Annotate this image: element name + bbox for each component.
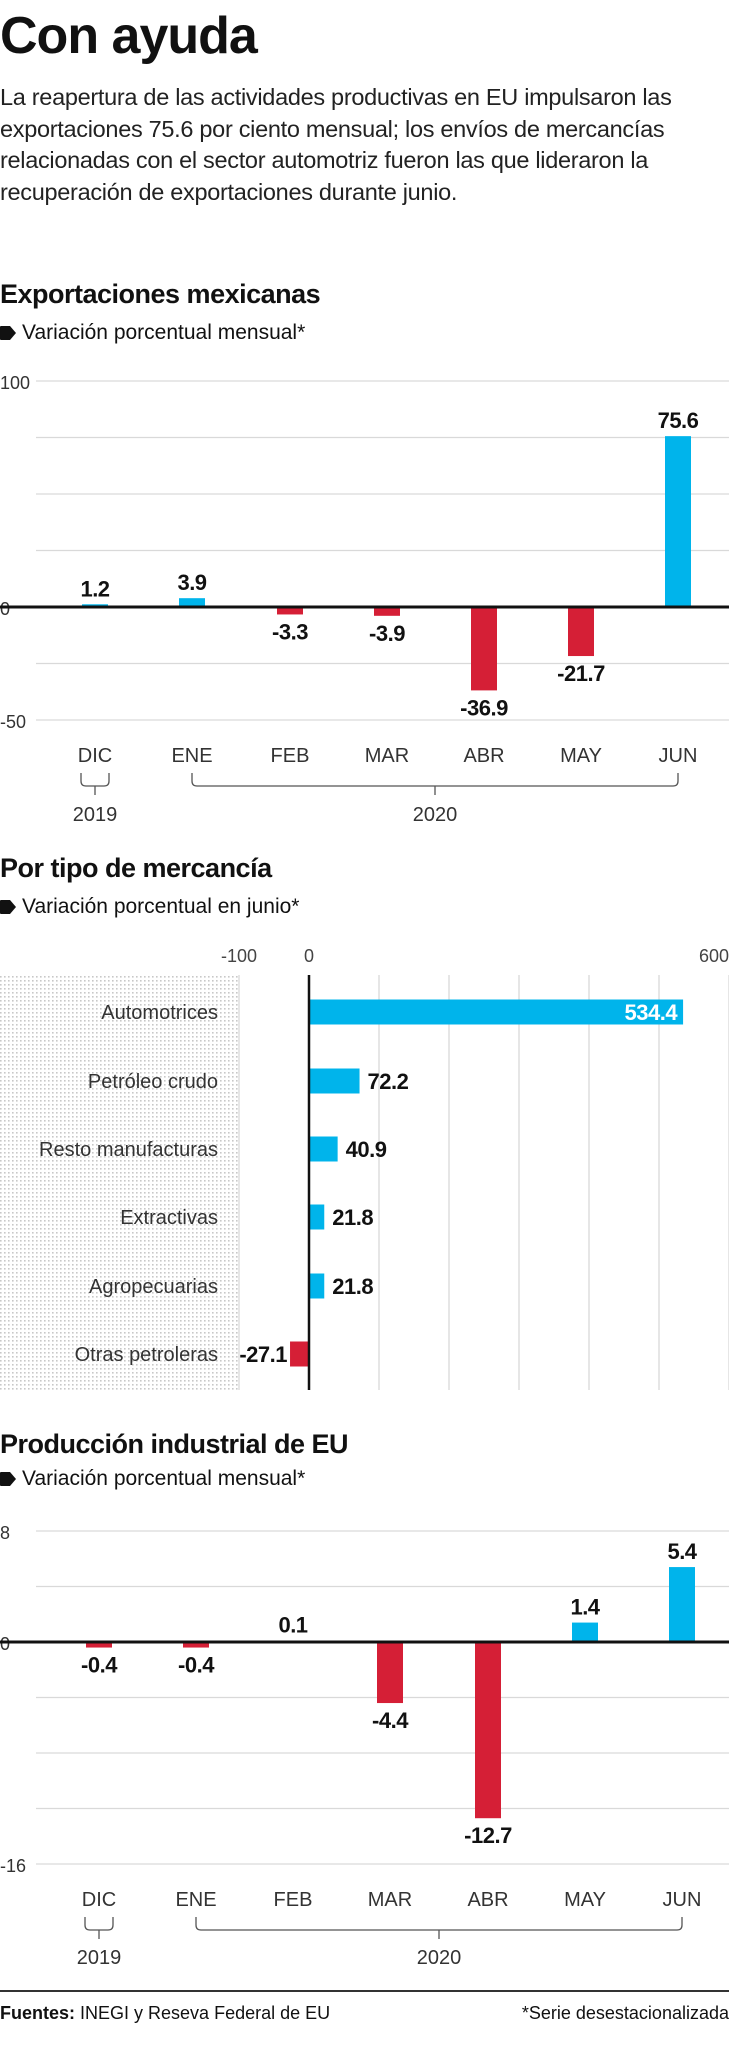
data-label: 21.8 bbox=[332, 1205, 373, 1230]
data-label: -3.9 bbox=[369, 621, 405, 646]
sources-label: Fuentes: bbox=[0, 2003, 76, 2023]
x-tick-label: ABR bbox=[463, 745, 504, 767]
x-tick-label: DIC bbox=[82, 1889, 116, 1911]
x-tick-label: -100 bbox=[221, 946, 257, 966]
y-tick-label: 0 bbox=[0, 599, 10, 619]
data-label: -36.9 bbox=[460, 695, 508, 720]
data-label: 75.6 bbox=[658, 408, 699, 433]
bar-jun bbox=[669, 1567, 695, 1642]
chart3-subtitle-row: Variación porcentual mensual* bbox=[0, 1466, 305, 1492]
x-tick-label: MAR bbox=[368, 1889, 412, 1911]
year-label: 2019 bbox=[77, 1947, 122, 1969]
year-label: 2019 bbox=[73, 804, 118, 826]
data-label: -0.4 bbox=[178, 1653, 215, 1678]
year-label: 2020 bbox=[417, 1947, 462, 1969]
chart2-subtitle-row: Variación porcentual en junio* bbox=[0, 894, 299, 920]
x-tick-label: ENE bbox=[171, 745, 212, 767]
bar-jun bbox=[665, 436, 691, 607]
category-label: Resto manufacturas bbox=[39, 1139, 218, 1161]
bar-agropecuarias bbox=[309, 1273, 325, 1299]
chart-mercancia: -100 0 600 Automotrices 534.4 Petróleo crudo 7… bbox=[0, 946, 729, 1390]
tag-icon bbox=[0, 1472, 16, 1486]
page-title: Con ayuda bbox=[0, 7, 258, 65]
sources-text: INEGI y Reseva Federal de EU bbox=[80, 2003, 331, 2023]
category-label: Agropecuarias bbox=[89, 1276, 218, 1298]
x-tick-label: FEB bbox=[271, 745, 310, 767]
bar-otras-petroleras bbox=[290, 1341, 309, 1367]
bar-may bbox=[572, 1622, 598, 1642]
year-bracket bbox=[195, 1917, 683, 1939]
data-label: -21.7 bbox=[557, 661, 605, 686]
category-label: Automotrices bbox=[101, 1002, 218, 1024]
data-label: -12.7 bbox=[464, 1823, 512, 1848]
category-label: Petróleo crudo bbox=[88, 1071, 218, 1093]
x-tick-label: 600 bbox=[699, 946, 729, 966]
footer-sources: Fuentes: INEGI y Reseva Federal de EU bbox=[0, 2003, 330, 2024]
y-tick-label: 0 bbox=[0, 1634, 10, 1654]
y-tick-label: -16 bbox=[0, 1856, 26, 1876]
x-tick-label: DIC bbox=[78, 745, 112, 767]
year-label: 2020 bbox=[413, 804, 458, 826]
year-bracket bbox=[191, 773, 679, 795]
category-label: Extractivas bbox=[120, 1207, 218, 1229]
chart2-title: Por tipo de mercancía bbox=[0, 853, 272, 883]
x-tick-label: MAY bbox=[564, 1889, 606, 1911]
data-label: 21.8 bbox=[332, 1274, 373, 1299]
bar-mar bbox=[374, 607, 400, 616]
data-label: 40.9 bbox=[346, 1137, 387, 1162]
bar-dic bbox=[86, 1642, 112, 1648]
label-area-background bbox=[0, 975, 239, 1390]
chart1-title: Exportaciones mexicanas bbox=[0, 279, 321, 309]
data-label: -4.4 bbox=[372, 1708, 409, 1733]
y-tick-label: 8 bbox=[0, 1523, 10, 1543]
x-tick-label: MAY bbox=[560, 745, 602, 767]
data-label: -27.1 bbox=[239, 1342, 287, 1367]
bar-petróleo-crudo bbox=[309, 1068, 360, 1094]
bar-extractivas bbox=[309, 1204, 325, 1230]
y-tick-label: -50 bbox=[0, 712, 26, 732]
bar-abr bbox=[475, 1642, 501, 1819]
bar-resto-manufacturas bbox=[309, 1136, 338, 1162]
bar-abr bbox=[471, 607, 497, 691]
bar-ene bbox=[179, 598, 205, 607]
chart-exportaciones: 100 0 -50 1.2 DIC 3.9 ENE -3.3 FEB -3.9 MAR -36.9 AB… bbox=[0, 373, 729, 826]
bar-automotrices bbox=[309, 999, 684, 1025]
data-label: 5.4 bbox=[667, 1539, 697, 1564]
x-tick-label: MAR bbox=[365, 745, 409, 767]
bar-mar bbox=[377, 1642, 403, 1704]
chart-produccion: 8 0 -16 -0.4 DIC -0.4 ENE 0.1 FEB -4.4 MAR -12.7 ABR… bbox=[0, 1523, 729, 1969]
data-label: 3.9 bbox=[177, 570, 206, 595]
footer-note: *Serie desestacionalizada bbox=[521, 2003, 729, 2023]
x-tick-label: 0 bbox=[304, 946, 314, 966]
x-tick-label: JUN bbox=[659, 745, 698, 767]
tag-icon bbox=[0, 326, 16, 340]
chart1-subtitle: Variación porcentual mensual* bbox=[22, 321, 306, 344]
chart2-subtitle: Variación porcentual en junio* bbox=[22, 895, 300, 918]
data-label: -0.4 bbox=[81, 1653, 118, 1678]
chart1-subtitle-row: Variación porcentual mensual* bbox=[0, 320, 305, 346]
data-label: 72.2 bbox=[368, 1069, 409, 1094]
bar-feb bbox=[277, 607, 303, 615]
chart3-title: Producción industrial de EU bbox=[0, 1429, 349, 1459]
bar-ene bbox=[183, 1642, 209, 1648]
data-label: -3.3 bbox=[272, 619, 308, 644]
lead-paragraph: La reapertura de las actividades product… bbox=[0, 84, 672, 205]
year-bracket bbox=[80, 773, 110, 795]
category-label: Otras petroleras bbox=[75, 1344, 218, 1366]
bar-may bbox=[568, 607, 594, 657]
year-bracket bbox=[84, 1917, 114, 1939]
data-label: 0.1 bbox=[278, 1613, 307, 1638]
data-label: 1.2 bbox=[80, 576, 109, 601]
tag-icon bbox=[0, 900, 16, 914]
footer-divider bbox=[0, 1990, 729, 1992]
y-tick-label: 100 bbox=[0, 373, 30, 393]
data-label: 534.4 bbox=[625, 1000, 679, 1025]
x-tick-label: FEB bbox=[274, 1889, 313, 1911]
data-label: 1.4 bbox=[570, 1595, 600, 1620]
x-tick-label: ENE bbox=[175, 1889, 216, 1911]
x-tick-label: ABR bbox=[467, 1889, 508, 1911]
chart3-subtitle: Variación porcentual mensual* bbox=[22, 1467, 306, 1490]
x-tick-label: JUN bbox=[663, 1889, 702, 1911]
